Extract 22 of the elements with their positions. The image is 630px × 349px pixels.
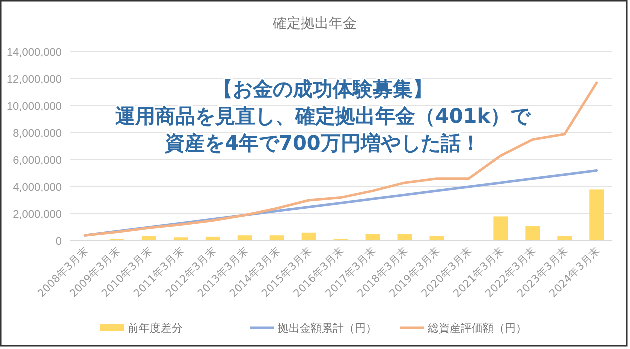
- annotation: 運用商品を見直し、確定拠出年金（401k）で: [114, 104, 532, 128]
- annotation: 資産を4年で700万円増やした話！: [164, 131, 481, 155]
- bar: [238, 236, 252, 241]
- y-tick-label: 0: [56, 236, 62, 248]
- bar: [270, 236, 284, 241]
- bar: [174, 238, 188, 241]
- y-tick-label: 12,000,000: [6, 74, 62, 86]
- y-tick-label: 10,000,000: [6, 100, 62, 113]
- y-tick-label: 2,000,000: [13, 208, 62, 221]
- bar: [526, 226, 540, 241]
- chart-title: 確定拠出年金: [272, 16, 357, 32]
- legend-label: 前年度差分: [128, 322, 183, 335]
- bar: [590, 190, 604, 241]
- legend-label: 拠出金額累計（円）: [278, 322, 377, 335]
- bar: [302, 232, 316, 241]
- annotation: 【お金の成功体験募集】: [213, 77, 433, 101]
- y-tick-label: 8,000,000: [13, 128, 62, 140]
- legend-label: 総資産評価額（円）: [427, 322, 527, 335]
- bar: [494, 216, 508, 241]
- y-tick-label: 14,000,000: [6, 46, 62, 59]
- y-tick-label: 4,000,000: [13, 182, 62, 194]
- y-tick-label: 6,000,000: [13, 154, 62, 167]
